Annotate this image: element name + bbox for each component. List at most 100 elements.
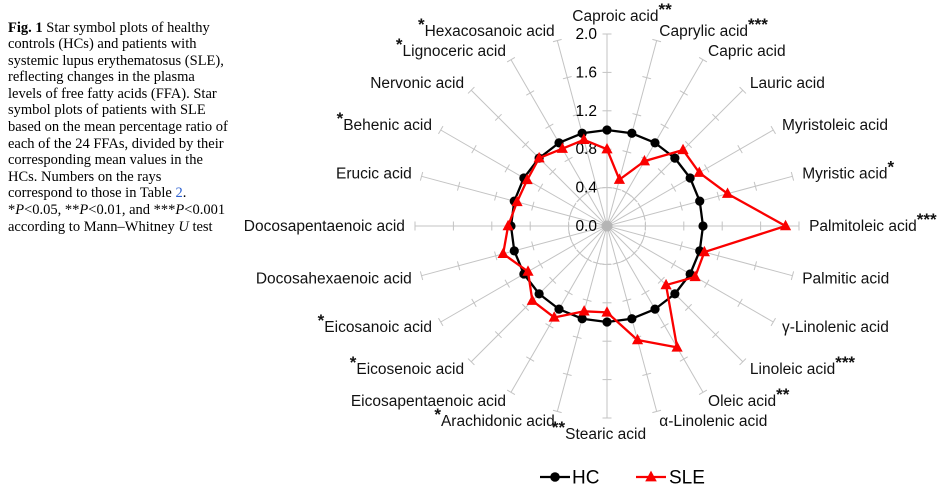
- radial-tick: [564, 156, 573, 163]
- marker-sle: [533, 151, 545, 163]
- marker-hc: [534, 289, 544, 299]
- radial-tick-label: 1.2: [575, 103, 597, 120]
- radial-tick: [562, 372, 572, 377]
- caption-segment-1: Star symbol plots of healthy controls (H…: [8, 19, 228, 202]
- radial-tick: [572, 335, 582, 339]
- center-hub: [601, 220, 613, 232]
- legend-marker-circle: [550, 472, 560, 482]
- legend-marker-triangle: [645, 470, 657, 482]
- marker-sle: [497, 247, 509, 259]
- radial-tick: [552, 409, 562, 414]
- radial-tick: [790, 271, 795, 281]
- radial-tick: [652, 409, 662, 414]
- radial-tick: [679, 90, 688, 96]
- radial-tick: [531, 201, 535, 211]
- radial-tick: [506, 389, 516, 395]
- radial-tick: [537, 260, 544, 269]
- radial-tick: [712, 113, 720, 121]
- radial-tick: [716, 251, 720, 261]
- axis-label-19: Docosapentaenoic acid: [244, 218, 405, 235]
- radial-tick: [456, 261, 461, 271]
- radial-tick: [790, 171, 795, 181]
- axis-label-10: Linoleic acid***: [750, 353, 856, 378]
- radial-tick-label: 0.4: [575, 180, 597, 197]
- axis-label-14: *Arachidonic acid: [434, 405, 554, 430]
- grid: [414, 33, 800, 419]
- axis-label-3: Capric acid: [708, 43, 786, 60]
- axis-label-15: Eicosapentaenoic acid: [351, 393, 506, 410]
- marker-sle: [521, 173, 533, 185]
- axis-label-8: Palmitic acid: [802, 270, 889, 287]
- marker-sle: [638, 154, 651, 166]
- caption-segment-0: Fig. 1: [8, 19, 43, 36]
- radial-tick: [660, 323, 669, 329]
- axis-label-5: Myristoleic acid: [782, 117, 888, 134]
- radial-tick: [679, 241, 683, 251]
- significance-marker: *: [318, 311, 325, 330]
- axis-label-9: γ-Linolenic acid: [782, 319, 889, 336]
- marker-sle: [671, 341, 683, 352]
- radial-tick: [572, 113, 582, 117]
- axis-label-7: Palmitoleic acid***: [809, 210, 937, 235]
- marker-sle: [631, 333, 644, 345]
- radial-tick: [657, 168, 665, 176]
- radial-tick: [704, 164, 710, 173]
- radial-tick: [526, 90, 535, 96]
- marker-sle: [526, 294, 538, 305]
- marker-sle: [511, 195, 523, 207]
- marker-hc: [602, 125, 612, 135]
- radial-tick: [739, 358, 747, 366]
- marker-hc: [627, 128, 637, 138]
- radial-tick: [531, 241, 535, 251]
- caption-segment-9: <0.001 according to Mann–Whitney: [8, 202, 226, 235]
- marker-sle: [578, 305, 590, 316]
- radial-tick: [632, 113, 642, 117]
- radial-tick: [770, 125, 776, 135]
- radial-tick: [753, 181, 758, 191]
- marker-hc: [670, 289, 680, 299]
- radial-tick: [467, 358, 475, 366]
- marker-hc: [685, 173, 695, 183]
- series-sle: [501, 138, 787, 349]
- significance-marker: ***: [835, 353, 855, 372]
- axis-label-24: *Hexacosanoic acid: [418, 15, 555, 40]
- radial-tick: [522, 303, 530, 311]
- radial-tick: [549, 276, 557, 284]
- radial-tick: [504, 279, 510, 288]
- radial-tick: [737, 298, 743, 307]
- radial-tick: [582, 150, 592, 154]
- marker-sle: [721, 187, 734, 198]
- radial-tick: [549, 168, 557, 176]
- radial-tick: [737, 145, 743, 154]
- figure-caption: Fig. 1 Star symbol plots of healthy cont…: [8, 20, 228, 236]
- caption-segment-8: P: [175, 202, 185, 219]
- axis-label-12: α-Linolenic acid: [659, 413, 767, 430]
- radial-tick: [494, 191, 498, 201]
- radial-tick: [545, 323, 554, 329]
- radial-tick: [704, 279, 710, 288]
- table-2-link[interactable]: 2: [175, 185, 183, 202]
- radial-tick: [419, 271, 424, 281]
- marker-hc: [650, 138, 660, 148]
- radial-tick-label: 1.6: [575, 64, 597, 81]
- marker-hc: [650, 304, 660, 314]
- radial-tick: [537, 183, 544, 192]
- radial-tick: [698, 389, 708, 395]
- marker-sle: [548, 311, 560, 322]
- radial-tick: [739, 86, 747, 94]
- legend: HC SLE: [540, 468, 705, 489]
- marker-sle: [502, 219, 514, 231]
- caption-segment-10: U: [178, 218, 189, 235]
- radial-tick: [684, 303, 692, 311]
- axis-label-17: *Eicosanoic acid: [318, 311, 432, 336]
- radial-tick-label: 0.0: [575, 218, 597, 235]
- caption-segment-6: P: [79, 202, 89, 219]
- significance-marker: *: [887, 158, 894, 177]
- radial-tick: [670, 260, 677, 269]
- radial-tick: [652, 38, 662, 43]
- radial-tick: [642, 372, 652, 377]
- axis-label-1: Caproic acid**: [572, 0, 672, 25]
- significance-marker: *: [418, 15, 425, 34]
- significance-marker: ***: [917, 210, 937, 229]
